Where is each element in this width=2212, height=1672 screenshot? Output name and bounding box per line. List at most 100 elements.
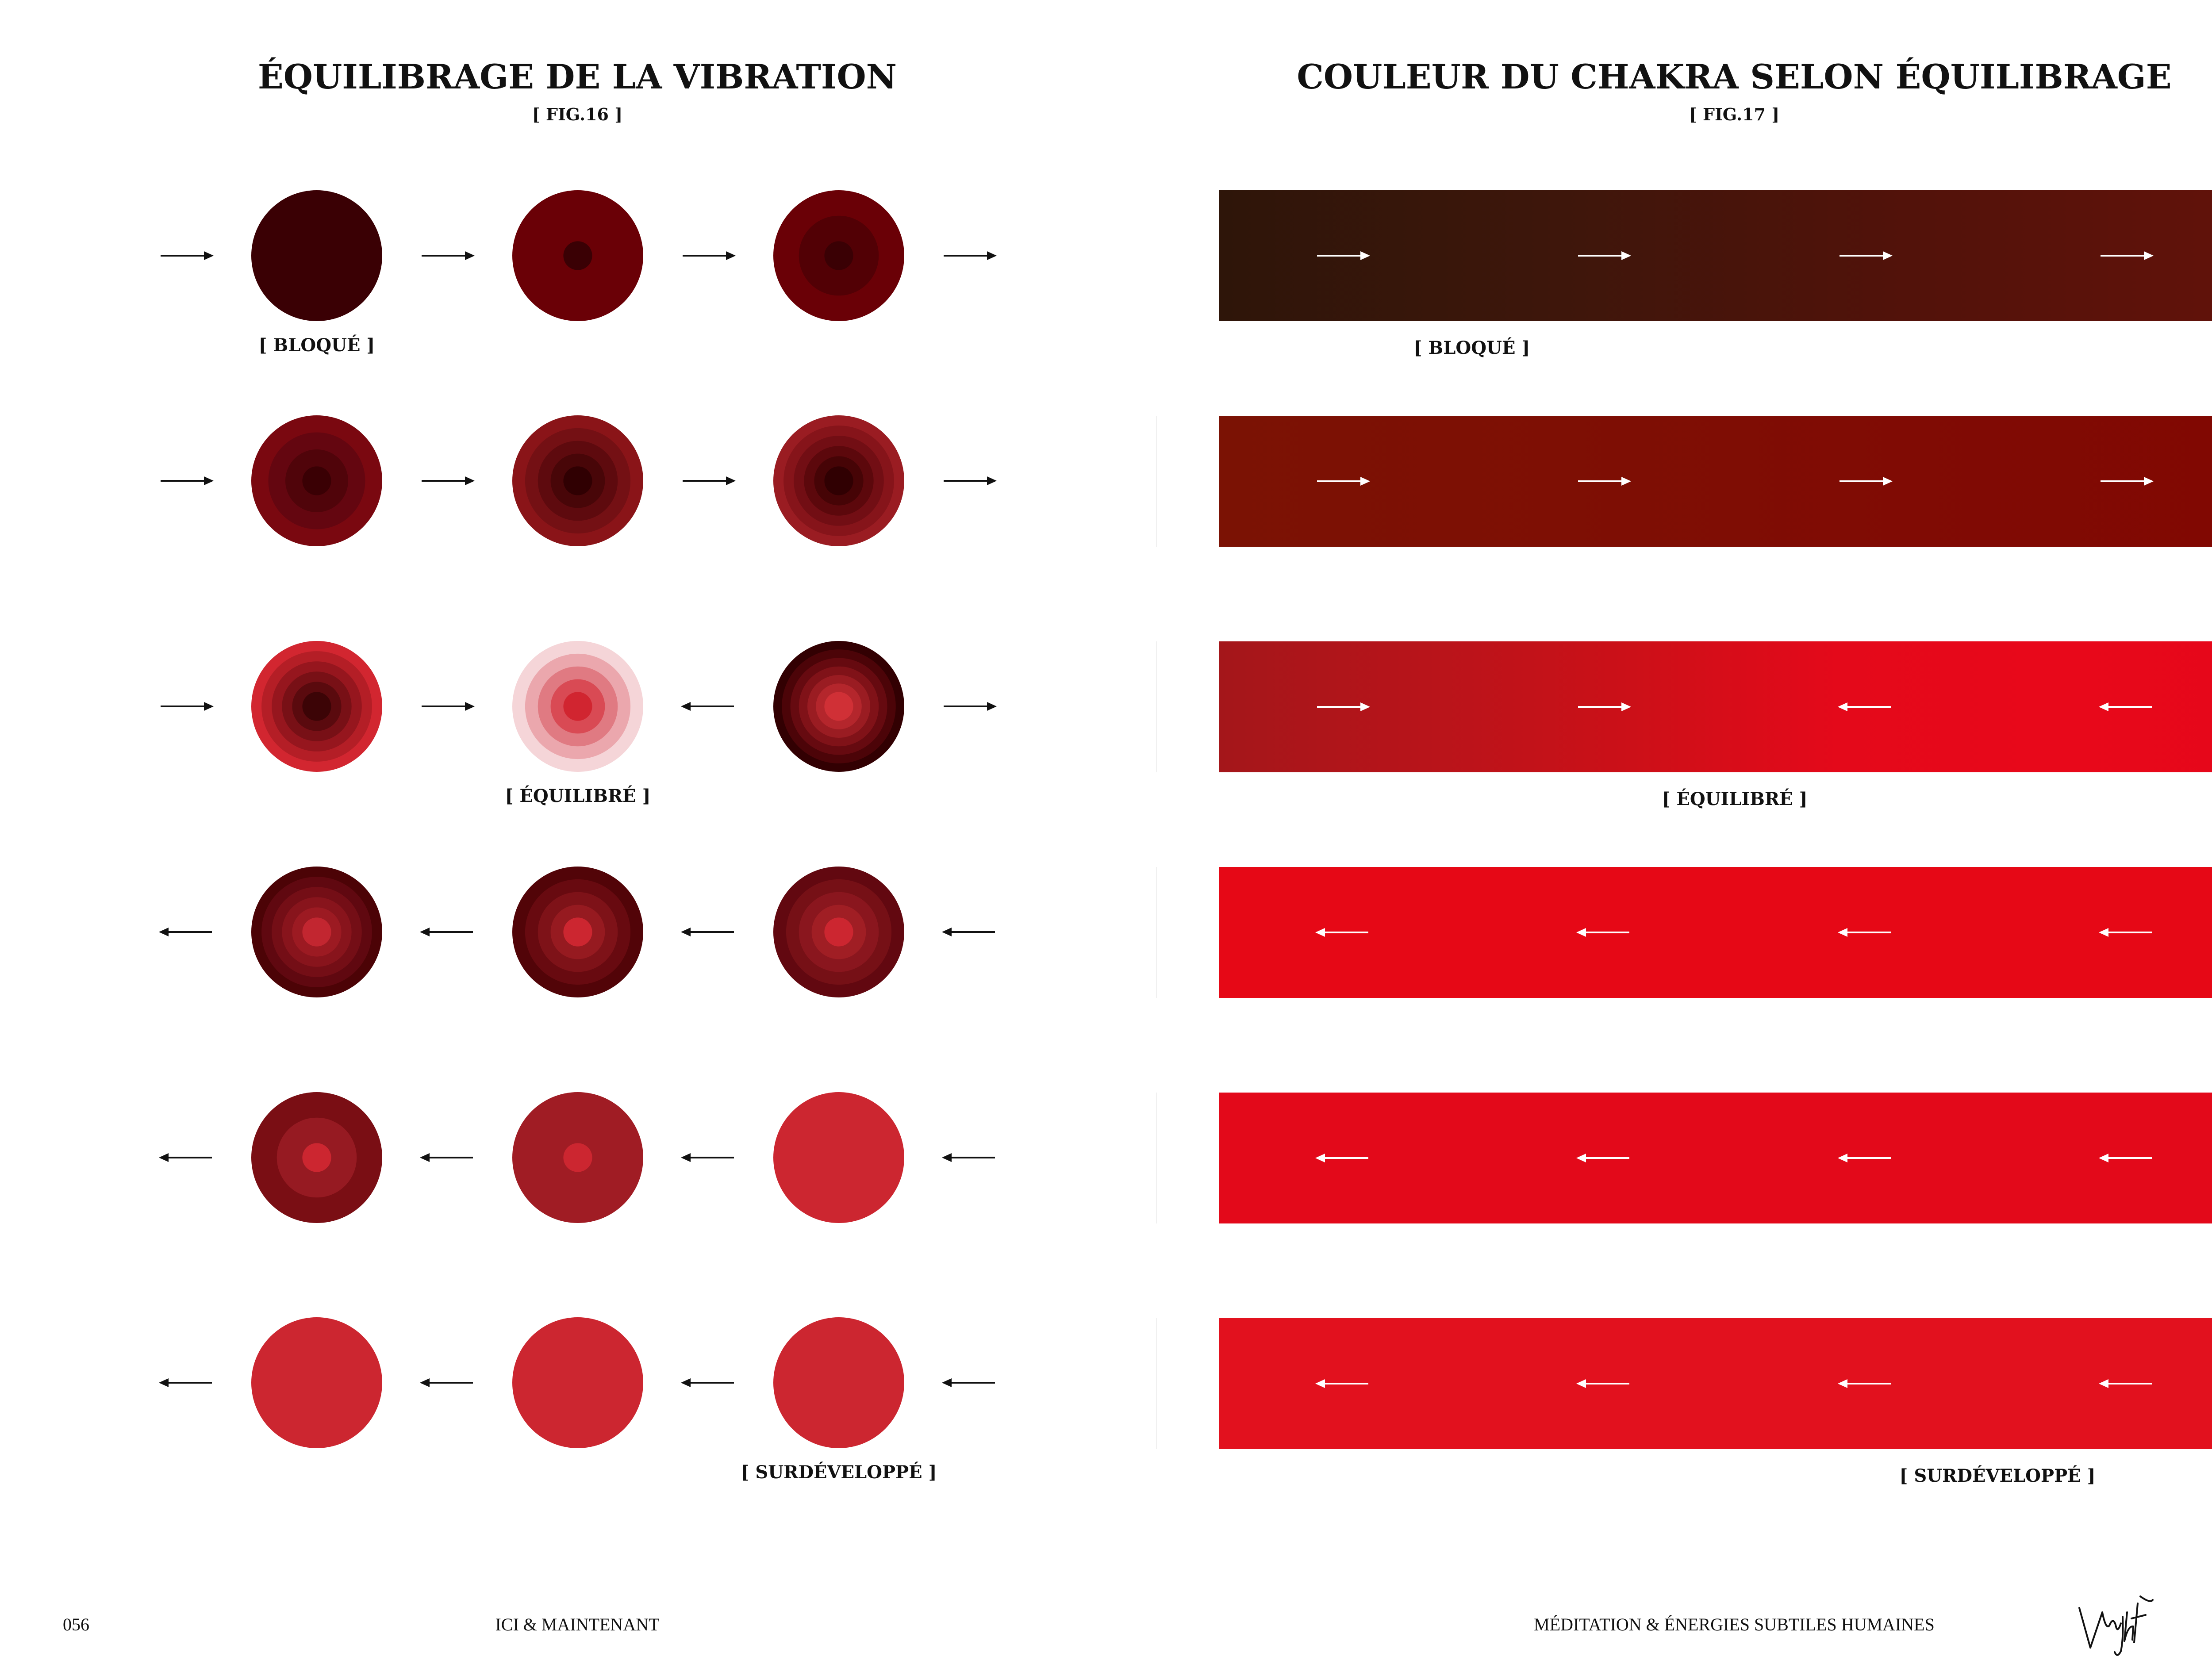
chakra-circle — [512, 641, 643, 772]
circle-ring — [824, 466, 853, 495]
arrow-left-icon — [1315, 928, 1368, 937]
right-figure-title: COULEUR DU CHAKRA SELON ÉQUILIBRAGE — [1297, 57, 2171, 96]
color-bar-fill — [1219, 190, 2212, 321]
arrow-right-icon — [944, 476, 997, 485]
arrow-left-icon — [942, 928, 995, 936]
state-label: [ BLOQUÉ ] — [259, 335, 375, 356]
circle-ring — [563, 241, 592, 270]
chakra-circle — [512, 1092, 643, 1223]
chakra-circle — [773, 190, 904, 321]
color-bar-fill — [1219, 641, 2212, 772]
arrow-left-icon — [681, 1153, 734, 1162]
circle-ring — [302, 692, 331, 721]
color-bar — [1219, 190, 2212, 321]
arrow-right-icon — [2101, 477, 2154, 486]
state-label: [ ÉQUILIBRÉ ] — [1662, 789, 1807, 809]
chakra-circle — [251, 867, 382, 997]
chakra-circle — [773, 867, 904, 997]
arrow-left-icon — [159, 928, 212, 936]
chakra-circle — [512, 415, 643, 546]
chakra-circle — [251, 1317, 382, 1448]
arrow-left-icon — [1576, 1154, 1629, 1162]
color-bar-fill — [1219, 1093, 2212, 1223]
arrow-right-icon — [1839, 251, 1893, 260]
arrow-left-icon — [420, 928, 473, 936]
chakra-circle — [251, 190, 382, 321]
color-bar-fill — [1219, 1318, 2212, 1449]
arrow-left-icon — [942, 1378, 995, 1387]
arrow-left-icon — [2099, 702, 2152, 711]
color-bar — [1156, 641, 2212, 772]
arrow-right-icon — [683, 251, 736, 260]
arrow-left-icon — [2099, 1379, 2152, 1388]
color-bar — [1156, 867, 2212, 998]
arrow-right-icon — [1317, 702, 1370, 711]
chakra-circle — [512, 190, 643, 321]
arrow-right-icon — [161, 476, 214, 485]
arrow-right-icon — [1317, 477, 1370, 486]
circle-ring — [512, 1317, 643, 1448]
chakra-color-bars: [ BLOQUÉ ] [ ÉQUILIBRÉ ] [ SURDÉVELOPPÉ ] — [1156, 190, 2212, 1486]
circle-ring — [773, 1092, 904, 1223]
arrow-left-icon — [681, 1378, 734, 1387]
arrow-right-icon — [422, 476, 475, 485]
vibration-row — [161, 641, 997, 772]
arrow-left-icon — [159, 1153, 212, 1162]
circle-ring — [251, 190, 382, 321]
arrow-left-icon — [1838, 1379, 1891, 1388]
circle-ring — [563, 917, 592, 947]
signature-icon — [2078, 1595, 2154, 1656]
arrow-left-icon — [681, 702, 734, 711]
arrow-right-icon — [1317, 251, 1370, 260]
chakra-circle — [773, 1317, 904, 1448]
arrow-right-icon — [422, 251, 475, 260]
arrow-left-icon — [681, 928, 734, 936]
arrow-right-icon — [422, 702, 475, 711]
circle-ring — [824, 692, 853, 721]
circle-ring — [251, 1317, 382, 1448]
vibration-row — [161, 415, 997, 546]
circle-ring — [302, 466, 331, 495]
circle-ring — [773, 1317, 904, 1448]
arrow-left-icon — [2099, 1154, 2152, 1162]
color-bar — [1156, 416, 2212, 547]
arrow-left-icon — [1838, 1154, 1891, 1162]
arrow-right-icon — [1839, 477, 1893, 486]
circle-ring — [563, 466, 592, 495]
chakra-circle — [773, 415, 904, 546]
state-label: [ BLOQUÉ ] — [1414, 337, 1530, 358]
arrow-left-icon — [159, 1378, 212, 1387]
arrow-right-icon — [944, 702, 997, 711]
arrow-left-icon — [1315, 1154, 1368, 1162]
state-label: [ ÉQUILIBRÉ ] — [505, 786, 650, 806]
arrow-right-icon — [1578, 477, 1631, 486]
vibration-balance-diagram: [ BLOQUÉ ] [ ÉQUILIBRÉ ] [ SURDÉVELOPPÉ ] — [159, 190, 997, 1483]
left-figure-number: [ FIG.16 ] — [532, 104, 622, 124]
arrow-left-icon — [1838, 702, 1891, 711]
color-bar-fill — [1219, 416, 2212, 547]
arrow-right-icon — [161, 251, 214, 260]
vibration-row — [161, 190, 997, 321]
right-figure-number: [ FIG.17 ] — [1689, 104, 1779, 124]
color-bar — [1156, 1318, 2212, 1449]
chakra-circle — [512, 867, 643, 997]
vibration-row — [159, 1317, 995, 1448]
chakra-circle — [251, 415, 382, 546]
circle-ring — [824, 241, 853, 270]
running-title-right: MÉDITATION & ÉNERGIES SUBTILES HUMAINES — [1534, 1614, 1935, 1634]
arrow-right-icon — [683, 476, 736, 485]
arrow-left-icon — [1838, 928, 1891, 937]
arrow-right-icon — [161, 702, 214, 711]
arrow-right-icon — [2101, 251, 2154, 260]
arrow-right-icon — [1578, 702, 1631, 711]
color-bar-fill — [1219, 867, 2212, 998]
state-label: [ SURDÉVELOPPÉ ] — [741, 1462, 937, 1483]
vibration-row — [159, 1092, 995, 1223]
chakra-circle — [251, 1092, 382, 1223]
state-label: [ SURDÉVELOPPÉ ] — [1899, 1465, 2095, 1486]
arrow-left-icon — [1315, 1379, 1368, 1388]
left-figure-title: ÉQUILIBRAGE DE LA VIBRATION — [258, 57, 897, 96]
circle-ring — [824, 917, 853, 947]
vibration-row — [159, 867, 995, 997]
